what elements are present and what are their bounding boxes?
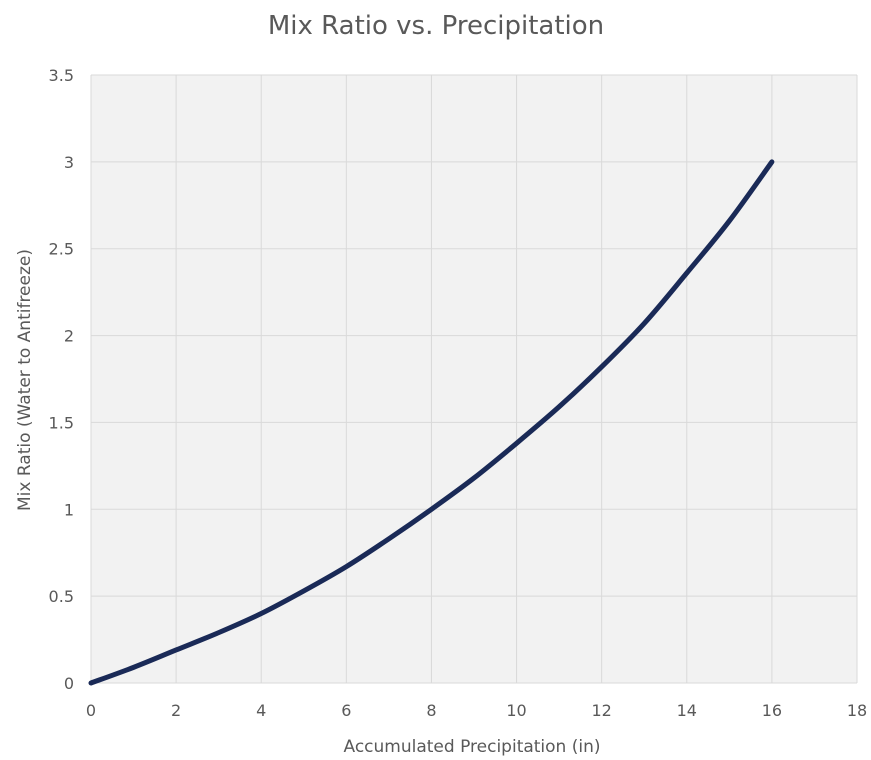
x-tick-label: 6 [341,701,351,720]
y-tick-label: 2 [64,327,74,346]
x-tick-label: 2 [171,701,181,720]
y-tick-label: 3.5 [49,66,74,85]
x-tick-labels: 0 2 4 6 8 10 12 14 16 18 [86,701,867,720]
series-layer [88,159,775,686]
x-gridlines [90,75,858,683]
y-axis-title: Mix Ratio (Water to Antifreeze) [15,249,35,511]
chart-title: Mix Ratio vs. Precipitation [268,11,604,41]
y-tick-label: 3 [64,153,74,172]
x-tick-label: 4 [256,701,266,720]
y-tick-label: 1.5 [49,413,74,432]
x-axis-title: Accumulated Precipitation (in) [343,737,600,757]
y-tick-label: 0.5 [49,587,74,606]
y-tick-label: 0 [64,674,74,693]
x-tick-label: 0 [86,701,96,720]
series-line [88,159,775,686]
x-tick-label: 18 [847,701,867,720]
x-tick-label: 16 [762,701,782,720]
x-tick-label: 14 [677,701,697,720]
x-tick-label: 12 [591,701,611,720]
y-tick-label: 2.5 [49,240,74,259]
y-tick-labels: 0 0.5 1 1.5 2 2.5 3 3.5 [49,66,74,693]
y-tick-label: 1 [64,500,74,519]
x-tick-label: 10 [506,701,526,720]
x-tick-label: 8 [426,701,436,720]
plot-area [91,75,857,683]
y-gridlines [91,74,857,684]
